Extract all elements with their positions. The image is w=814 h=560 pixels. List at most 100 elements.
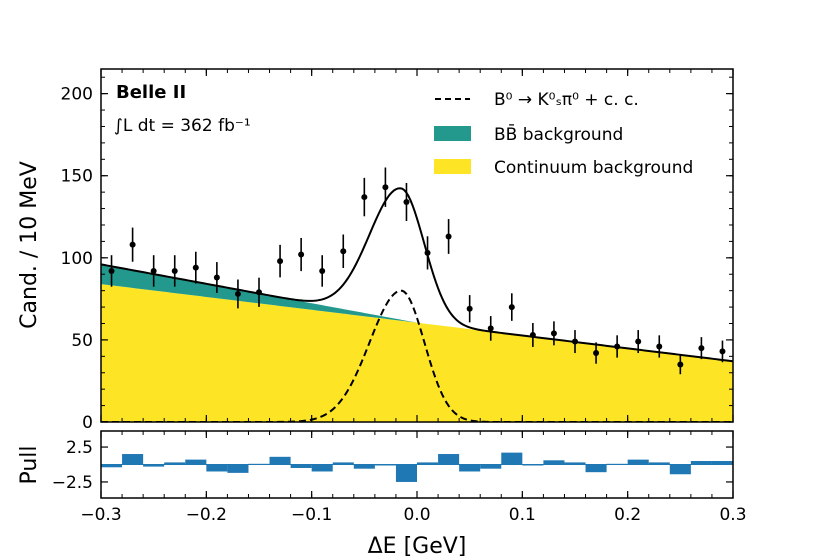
pull-bar: [248, 463, 270, 465]
data-point-marker: [277, 258, 284, 265]
pull-bar: [353, 464, 375, 469]
data-point: [550, 321, 557, 346]
pull-plot-frame: [100, 430, 734, 499]
data-point-marker: [572, 338, 578, 345]
pull-bar: [185, 459, 207, 465]
main-plot-frame: [100, 68, 734, 423]
data-point: [403, 182, 410, 222]
pull-bar: [206, 464, 228, 472]
pull-bar: [564, 462, 586, 465]
data-point: [213, 262, 220, 293]
pull-bar: [101, 464, 123, 468]
data-point: [614, 335, 621, 358]
main-curves: [101, 187, 733, 422]
data-point-marker: [256, 289, 262, 296]
legend-label-bbbar: BB̄ background: [494, 123, 623, 145]
data-point-marker: [319, 267, 326, 274]
data-point: [445, 219, 452, 254]
data-point: [129, 227, 136, 262]
data-point: [508, 293, 515, 321]
pull-bars: [101, 452, 733, 482]
data-point: [150, 255, 157, 287]
data-point-marker: [108, 267, 115, 274]
legend-label-signal: B⁰ → K⁰ₛπ⁰ + c. c.: [494, 90, 639, 110]
data-point: [256, 277, 262, 307]
data-point-marker: [656, 343, 663, 350]
pull-bar: [690, 461, 712, 465]
xtick-label: 0.3: [719, 505, 746, 525]
data-point: [277, 244, 284, 278]
data-point-marker: [234, 290, 241, 297]
data-point-marker: [593, 350, 600, 357]
pull-bar: [164, 462, 186, 465]
data-point-marker: [361, 194, 368, 201]
main-ytick-label: 200: [61, 85, 93, 105]
xtick-label: −0.3: [80, 505, 121, 525]
pull-bar: [311, 464, 333, 472]
pull-bar: [480, 464, 502, 469]
data-point: [698, 337, 705, 360]
total-fit-curve: [101, 187, 733, 363]
data-point: [361, 177, 368, 217]
pull-bar: [143, 464, 165, 467]
pull-bar: [522, 464, 544, 466]
experiment-label: Belle II: [116, 82, 186, 103]
data-point-marker: [340, 248, 347, 255]
data-point: [192, 251, 199, 284]
xtick-label: −0.1: [291, 505, 332, 525]
data-point: [635, 330, 642, 354]
pull-bar: [711, 461, 733, 465]
pull-bar: [648, 462, 670, 465]
data-point-marker: [719, 348, 726, 355]
main-ytick-label: 50: [71, 331, 93, 351]
legend-swatch-bbbar: [434, 126, 471, 141]
data-point: [340, 234, 347, 268]
pull-bar: [290, 464, 312, 468]
data-point-marker: [635, 338, 642, 345]
pull-bar: [374, 464, 396, 466]
main-ytick-label: 0: [82, 413, 93, 433]
pull-bar: [585, 464, 607, 473]
data-point-marker: [129, 241, 136, 248]
data-point-marker: [677, 361, 684, 368]
data-points: [108, 167, 726, 375]
data-point: [529, 322, 536, 347]
data-point-marker: [466, 305, 473, 312]
pull-ylabel: Pull: [17, 445, 42, 484]
main-ytick-label: 100: [61, 249, 93, 269]
data-point: [466, 295, 473, 323]
data-point: [677, 354, 684, 375]
legend-label-continuum: Continuum background: [494, 158, 693, 178]
xtick-label: −0.2: [186, 505, 227, 525]
pull-bar: [459, 464, 481, 472]
pull-ytick-label: −2.5: [52, 473, 93, 493]
data-point-marker: [192, 264, 199, 271]
data-point-marker: [382, 184, 389, 191]
data-point: [424, 236, 431, 270]
xlabel: ΔE [GeV]: [368, 534, 467, 559]
data-point: [719, 340, 726, 363]
legend-swatch-continuum: [434, 159, 471, 174]
data-point-marker: [445, 233, 452, 240]
pull-bar: [438, 454, 460, 465]
data-point: [234, 279, 241, 309]
data-point-marker: [171, 267, 178, 274]
xtick-label: 0.1: [509, 505, 536, 525]
continuum-background-fill: [101, 284, 733, 422]
main-fills: [101, 264, 733, 422]
data-point-marker: [550, 330, 557, 337]
data-point: [298, 237, 305, 272]
data-point: [572, 330, 578, 354]
data-point-marker: [150, 267, 157, 274]
data-point-marker: [487, 325, 494, 332]
data-point-marker: [298, 251, 305, 258]
pull-bar: [669, 464, 691, 475]
xtick-label: 0.2: [614, 505, 641, 525]
main-ylabel: Cand. / 10 MeV: [17, 161, 42, 329]
data-point: [108, 255, 115, 287]
pull-bar: [417, 462, 439, 465]
pull-bar: [606, 463, 628, 465]
pull-bar: [543, 460, 565, 465]
data-point: [487, 316, 494, 341]
main-ytick-labels: 0 50 100 150 200: [61, 85, 93, 433]
